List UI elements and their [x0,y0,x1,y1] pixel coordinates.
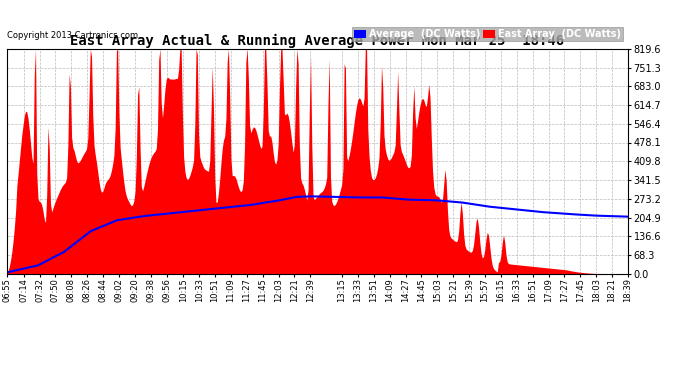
Legend: Average  (DC Watts), East Array  (DC Watts): Average (DC Watts), East Array (DC Watts… [352,27,623,42]
Title: East Array Actual & Running Average Power Mon Mar 25  18:46: East Array Actual & Running Average Powe… [70,33,564,48]
Text: Copyright 2013 Cartronics.com: Copyright 2013 Cartronics.com [7,31,138,40]
